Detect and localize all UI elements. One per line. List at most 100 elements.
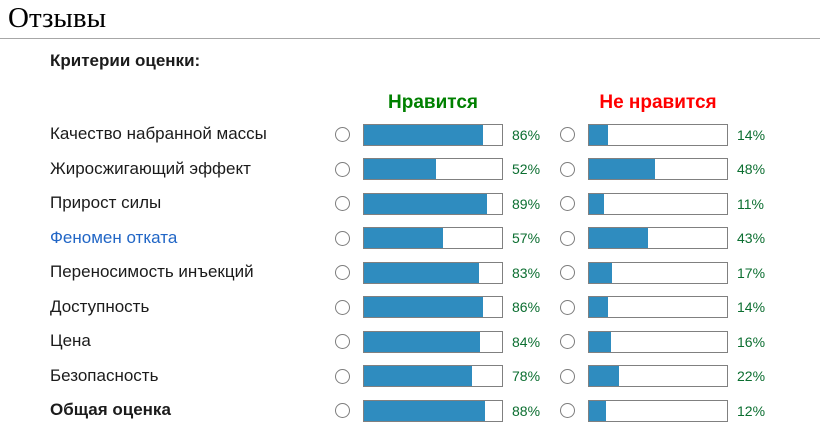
like-bar [363,261,503,284]
dislike-radio[interactable] [560,403,575,419]
like-radio-cell [335,334,363,350]
criteria-row: Безопасность 78% 22% [50,359,820,394]
like-radio-cell [335,196,363,212]
dislike-radio[interactable] [560,127,575,143]
like-bar-fill [364,193,487,214]
like-radio[interactable] [335,196,350,212]
dislike-bar-fill [589,124,609,145]
like-radio-cell [335,265,363,281]
criterion-label[interactable]: Феномен отката [50,227,178,247]
like-radio[interactable] [335,265,350,281]
dislike-bar-fill [589,159,656,180]
criterion-label: Переносимость инъекций [50,262,254,282]
dislike-radio[interactable] [560,265,575,281]
dislike-radio[interactable] [560,368,575,384]
like-percent: 78% [512,368,541,385]
like-radio[interactable] [335,161,350,177]
dislike-radio[interactable] [560,299,575,315]
criteria-block: Критерии оценки: Нравится Не нравится Ка… [0,39,820,428]
like-bar [363,365,503,388]
like-radio-cell [335,403,363,419]
dislike-radio-cell [560,368,588,384]
criteria-row: Феномен отката 57% 43% [50,221,820,256]
like-radio-cell [335,161,363,177]
like-radio[interactable] [335,403,350,419]
dislike-bar-fill [589,366,620,387]
like-percent: 57% [512,230,541,247]
like-bar-fill [364,159,436,180]
criterion-label: Безопасность [50,365,159,385]
dislike-bar [588,158,728,181]
like-bar [363,123,503,146]
like-radio[interactable] [335,230,350,246]
like-column-header: Нравится [388,92,478,114]
like-bar [363,158,503,181]
dislike-column-header: Не нравится [599,92,717,114]
like-radio[interactable] [335,368,350,384]
dislike-radio-cell [560,196,588,212]
dislike-radio-cell [560,161,588,177]
dislike-percent: 16% [737,333,766,350]
criterion-label: Качество набранной массы [50,124,267,144]
dislike-percent: 48% [737,161,766,178]
dislike-bar [588,123,728,146]
dislike-radio[interactable] [560,161,575,177]
like-percent: 88% [512,402,541,419]
dislike-radio-cell [560,127,588,143]
like-radio[interactable] [335,299,350,315]
criterion-label: Цена [50,331,91,351]
like-bar [363,330,503,353]
dislike-radio-cell [560,403,588,419]
like-radio-cell [335,230,363,246]
dislike-percent: 14% [737,126,766,143]
dislike-percent: 12% [737,402,766,419]
like-bar [363,296,503,319]
like-percent: 86% [512,299,541,316]
dislike-bar-fill [589,331,612,352]
dislike-bar-fill [589,228,649,249]
dislike-bar [588,399,728,422]
like-percent: 52% [512,161,541,178]
dislike-percent: 14% [737,299,766,316]
dislike-radio-cell [560,334,588,350]
dislike-bar [588,261,728,284]
criterion-label: Жиросжигающий эффект [50,158,251,178]
criteria-row: Доступность 86% 14% [50,290,820,325]
dislike-bar-fill [589,193,605,214]
criteria-row: Цена 84% 16% [50,324,820,359]
dislike-radio-cell [560,230,588,246]
like-bar-fill [364,228,443,249]
dislike-percent: 43% [737,230,766,247]
like-bar [363,227,503,250]
like-percent: 86% [512,126,541,143]
dislike-radio[interactable] [560,196,575,212]
like-bar [363,399,503,422]
like-radio-cell [335,368,363,384]
like-bar-fill [364,297,483,318]
criteria-row: Качество набранной массы 86% 14% [50,117,820,152]
criterion-label: Общая оценка [50,400,171,420]
dislike-radio[interactable] [560,230,575,246]
criterion-label: Доступность [50,296,150,316]
dislike-bar [588,365,728,388]
criterion-label: Прирост силы [50,193,162,213]
like-radio[interactable] [335,334,350,350]
like-bar-fill [364,124,483,145]
dislike-bar [588,296,728,319]
dislike-bar-fill [589,400,606,421]
column-headers: Нравится Не нравится [50,89,820,117]
like-bar [363,192,503,215]
like-percent: 83% [512,264,541,281]
like-radio[interactable] [335,127,350,143]
dislike-percent: 22% [737,368,766,385]
dislike-bar [588,227,728,250]
criteria-row: Переносимость инъекций 83% 17% [50,255,820,290]
page-title: Отзывы [0,0,820,40]
like-percent: 89% [512,195,541,212]
dislike-percent: 11% [737,195,764,212]
dislike-bar-fill [589,297,609,318]
dislike-bar [588,192,728,215]
criteria-row: Общая оценка 88% 12% [50,393,820,428]
dislike-radio[interactable] [560,334,575,350]
like-bar-fill [364,366,472,387]
